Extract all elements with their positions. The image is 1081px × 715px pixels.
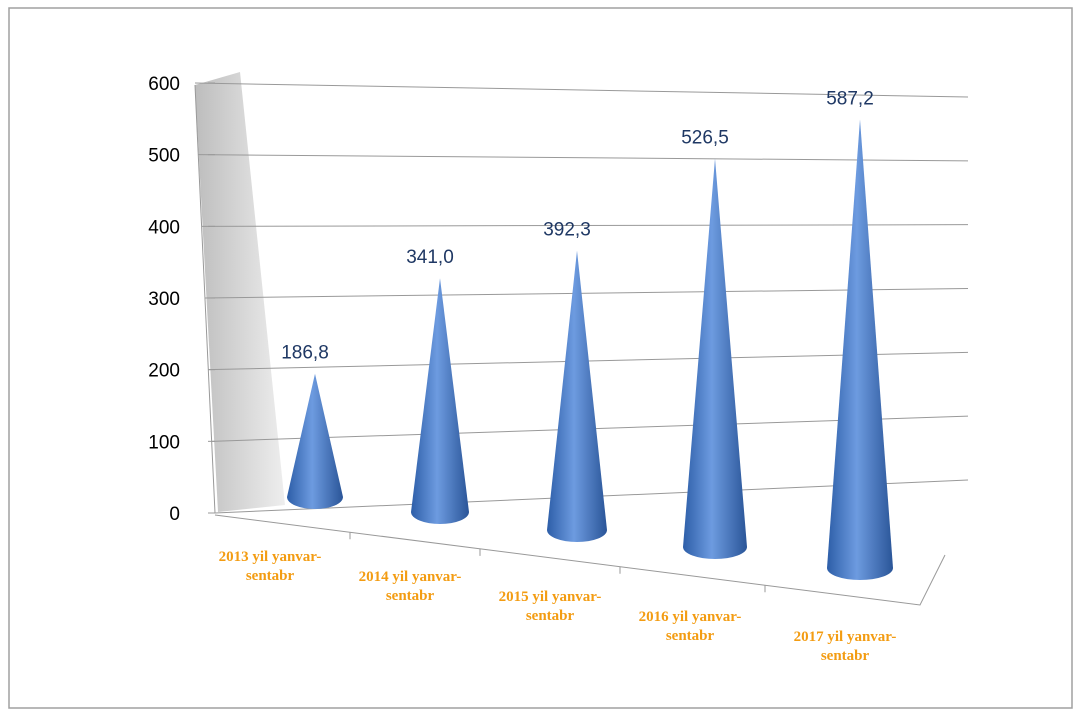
- x-tick-label: 2016 yil yanvar-sentabr: [620, 608, 760, 646]
- y-tick-label: 200: [148, 361, 180, 382]
- y-tick-label: 0: [169, 504, 180, 525]
- cone: [287, 374, 343, 509]
- page: 0 100 200 300 400 500 600 186,8 341,0 392,3 526,5 5…: [0, 0, 1081, 715]
- data-label: 392,3: [543, 220, 591, 241]
- x-tick-label: 2015 yil yanvar-sentabr: [480, 588, 620, 626]
- data-label: 526,5: [681, 127, 729, 148]
- cone: [827, 119, 893, 580]
- data-label: 341,0: [406, 247, 454, 268]
- cone: [547, 251, 607, 542]
- x-tick-label: 2014 yil yanvar-sentabr: [340, 568, 480, 606]
- y-tick-label: 600: [148, 74, 180, 95]
- y-tick-label: 500: [148, 146, 180, 167]
- x-tick-label: 2013 yil yanvar-sentabr: [200, 548, 340, 586]
- back-wall: [195, 72, 285, 512]
- y-tick-label: 300: [148, 289, 180, 310]
- cone: [411, 278, 469, 524]
- y-tick-label: 400: [148, 217, 180, 238]
- data-label: 587,2: [826, 88, 874, 109]
- grid-line: [198, 155, 968, 161]
- y-tick-label: 100: [148, 432, 180, 453]
- x-tick-label: 2017 yil yanvar-sentabr: [775, 628, 915, 666]
- data-label: 186,8: [281, 343, 329, 364]
